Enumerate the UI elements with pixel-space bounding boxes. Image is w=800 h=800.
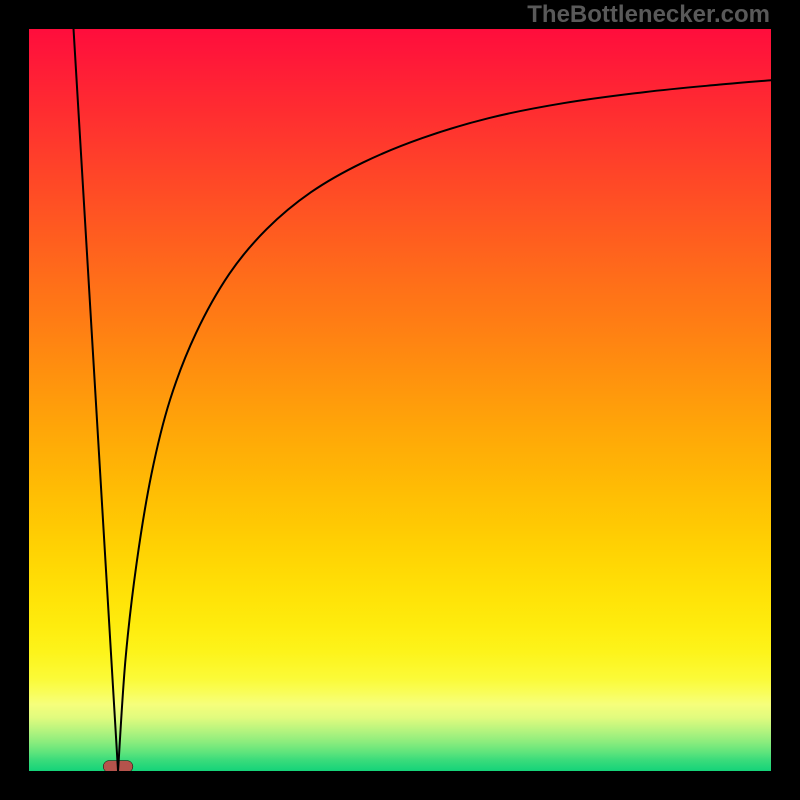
- curve-left-branch: [74, 29, 119, 771]
- plot-area: [29, 29, 771, 771]
- curve-right-branch: [118, 80, 771, 771]
- branding-text: TheBottlenecker.com: [527, 1, 770, 29]
- chart-container: TheBottlenecker.com: [0, 0, 800, 800]
- curve-layer: [29, 29, 771, 771]
